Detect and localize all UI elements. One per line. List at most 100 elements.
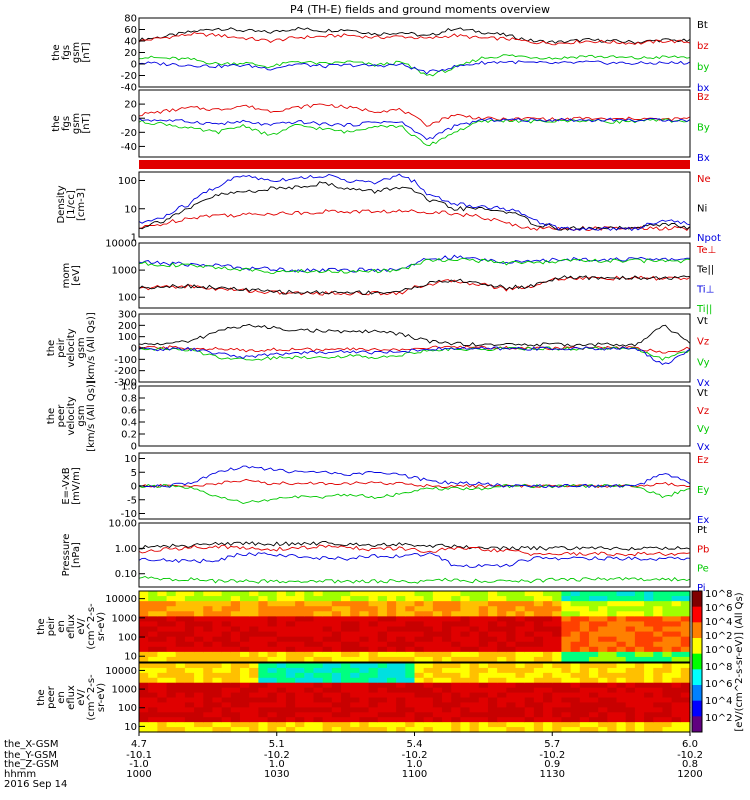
heatmap-cell <box>469 606 480 612</box>
heatmap-cell <box>194 646 204 653</box>
heatmap-cell <box>662 651 673 658</box>
heatmap-cell <box>240 611 250 617</box>
heatmap-cell <box>662 682 673 689</box>
heatmap-cell <box>230 667 241 674</box>
heatmap-cell <box>295 692 305 699</box>
heatmap-cell <box>543 641 553 648</box>
heatmap-cell <box>276 682 287 689</box>
colorbar-cell <box>692 685 702 702</box>
figure-title: P4 (TH-E) fields and ground moments over… <box>290 3 550 16</box>
heatmap-cell <box>175 677 186 684</box>
heatmap-cell <box>680 616 691 623</box>
y-tick-label: 1000 <box>112 266 137 277</box>
heatmap-cell <box>506 672 517 679</box>
heatmap-cell <box>285 596 296 602</box>
heatmap-cell <box>543 697 553 704</box>
y-tick-label: 1000 <box>112 613 137 624</box>
colorbar-tick-label: 10^6 <box>705 679 732 690</box>
legend-p5-vz: Vz <box>697 337 709 348</box>
heatmap-cell <box>258 722 269 728</box>
heatmap-cell <box>166 667 177 674</box>
heatmap-cell <box>249 601 259 607</box>
heatmap-cell <box>469 663 480 669</box>
heatmap-cell <box>267 656 278 663</box>
heatmap-cell <box>184 651 195 658</box>
heatmap-cell <box>506 641 517 648</box>
heatmap-cell <box>442 707 452 713</box>
heatmap-cell <box>423 687 434 694</box>
heatmap-cell <box>487 702 498 708</box>
heatmap-cell <box>662 727 673 733</box>
heatmap-cell <box>166 626 177 633</box>
legend-p3-npot: Npot <box>697 233 721 244</box>
heatmap-cell <box>368 616 379 623</box>
heatmap-cell <box>497 591 507 597</box>
heatmap-cell <box>350 621 360 628</box>
heatmap-cell <box>451 677 462 684</box>
heatmap-cell <box>533 702 544 708</box>
heatmap-cell <box>368 727 379 733</box>
heatmap-cell <box>570 621 581 628</box>
heatmap-cell <box>478 667 489 674</box>
heatmap-cell <box>194 722 204 728</box>
heatmap-cell <box>359 606 370 612</box>
heatmap-cell <box>588 641 599 648</box>
heatmap-cell <box>634 596 645 602</box>
heatmap-cell <box>148 641 158 648</box>
heatmap-cell <box>671 682 682 689</box>
heatmap-cell <box>240 626 250 633</box>
heatmap-cell <box>285 692 296 699</box>
heatmap-cell <box>258 626 269 633</box>
heatmap-cell <box>524 641 535 648</box>
heatmap-cell <box>607 651 618 658</box>
heatmap-cell <box>331 687 342 694</box>
heatmap-cell <box>377 687 388 694</box>
heatmap-cell <box>276 707 287 713</box>
heatmap-cell <box>405 656 416 663</box>
heatmap-cell <box>644 596 654 602</box>
heatmap-cell <box>139 626 149 633</box>
heatmap-cell <box>405 616 416 623</box>
legend-p5-vy: Vy <box>697 357 710 368</box>
heatmap-cell <box>249 626 259 633</box>
heatmap-cell <box>616 717 627 723</box>
colorbar-cell <box>692 638 702 655</box>
heatmap-cell <box>653 621 664 628</box>
heatmap-cell <box>414 663 425 669</box>
heatmap-cell <box>515 682 526 689</box>
heatmap-cell <box>671 631 682 638</box>
heatmap-cell <box>157 646 168 653</box>
heatmap-cell <box>451 636 462 643</box>
heatmap-cell <box>588 606 599 612</box>
heatmap-cell <box>148 707 158 713</box>
heatmap-cell <box>588 717 599 723</box>
heatmap-cell <box>203 636 214 643</box>
heatmap-cell <box>662 697 673 704</box>
heatmap-cell <box>341 621 351 628</box>
heatmap-cell <box>570 631 581 638</box>
heatmap-cell <box>313 601 324 607</box>
heatmap-cell <box>442 611 452 617</box>
heatmap-cell <box>396 702 406 708</box>
y-axis-label: eflux <box>66 614 77 639</box>
heatmap-cell <box>166 611 177 617</box>
heatmap-cell <box>377 707 388 713</box>
heatmap-cell <box>322 596 333 602</box>
heatmap-cell <box>598 626 608 633</box>
y-axis-label: peer <box>46 685 57 709</box>
heatmap-cell <box>680 667 691 674</box>
heatmap-cell <box>469 601 480 607</box>
heatmap-cell <box>396 707 406 713</box>
heatmap-cell <box>258 682 269 689</box>
heatmap-cell <box>341 591 351 597</box>
legend-p2-by: By <box>697 123 710 134</box>
heatmap-cell <box>680 626 691 633</box>
heatmap-cell <box>350 651 360 658</box>
heatmap-cell <box>240 596 250 602</box>
heatmap-cell <box>249 663 259 669</box>
heatmap-cell <box>212 663 223 669</box>
heatmap-cell <box>295 697 305 704</box>
heatmap-cell <box>295 677 305 684</box>
heatmap-cell <box>598 651 608 658</box>
heatmap-cell <box>386 697 397 704</box>
